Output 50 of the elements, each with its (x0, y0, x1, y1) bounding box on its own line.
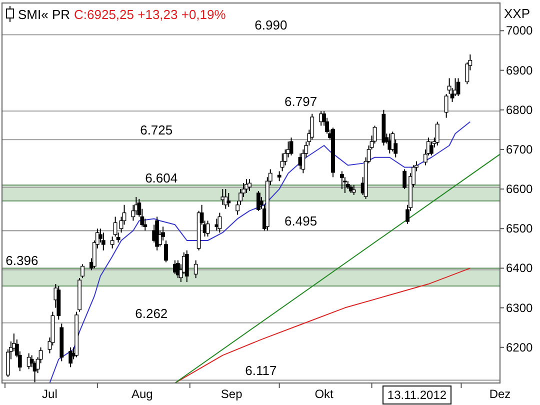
candlestick (248, 178, 252, 192)
candlestick (289, 137, 294, 156)
candlestick (101, 232, 106, 251)
ref-line-label: 6.797 (284, 94, 318, 110)
ref-line-label: 6.990 (254, 18, 288, 33)
x-tick-label: Aug (131, 387, 153, 401)
y-tick-label: 6900 (506, 63, 534, 78)
x-tick-label: Sep (220, 387, 243, 401)
y-tick-label: 6600 (506, 182, 534, 196)
candlestick (256, 190, 260, 212)
candlestick (429, 141, 434, 156)
candlestick (402, 168, 407, 190)
candlestick (176, 260, 180, 279)
y-tick-label: 6300 (506, 300, 534, 315)
candlestick (80, 264, 84, 279)
candlestick (340, 170, 344, 190)
ref-line-label: 6.604 (145, 170, 178, 186)
x-tick-label: Okt (314, 387, 334, 401)
candlestick (68, 346, 73, 368)
y-tick-label: 6200 (506, 340, 534, 354)
ref-line-label: 6.495 (284, 214, 318, 229)
y-axis-title: XXP (504, 6, 530, 21)
candlestick (110, 236, 114, 249)
chart-subtitle: C:6925,25 +13,23 +0,19% (74, 7, 226, 22)
candlestick (444, 94, 448, 118)
candlestick (164, 240, 168, 263)
candlestick (435, 121, 440, 146)
ref-line-label: 6.725 (140, 122, 173, 138)
y-tick-label: 6400 (506, 261, 534, 276)
candlestick (280, 152, 284, 172)
y-tick-label: 6800 (506, 102, 534, 117)
y-tick-label: 7000 (506, 24, 534, 38)
candlestick (352, 184, 356, 196)
ref-line-label: 6.396 (6, 252, 38, 268)
candlestick (277, 170, 282, 182)
chart-title: SMI« PR (18, 7, 70, 22)
ref-line-label: 6.262 (135, 306, 168, 321)
text: 13.11.2012 (387, 388, 447, 402)
candlestick (218, 212, 222, 234)
y-tick-label: 6500 (506, 222, 534, 236)
candlestick (226, 192, 231, 208)
candlestick (224, 188, 228, 210)
y-tick-label: 6700 (506, 142, 534, 156)
candlestick (184, 250, 189, 283)
x-tick-label: Jul (42, 387, 58, 401)
candlestick (194, 260, 198, 279)
ref-line-label: 6.117 (245, 363, 277, 378)
x-tick-label: Dez (489, 387, 511, 401)
line-series (49, 121, 471, 383)
candlestick (456, 78, 460, 97)
